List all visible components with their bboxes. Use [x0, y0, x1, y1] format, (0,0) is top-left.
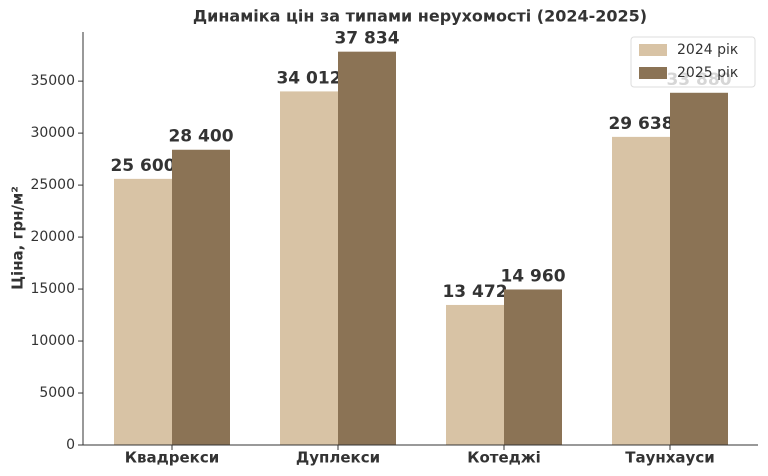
bar: [446, 304, 504, 445]
bar: [338, 51, 396, 445]
y-tick-label: 0: [66, 437, 75, 453]
value-label: 29 638: [608, 114, 673, 134]
value-label: 14 960: [500, 266, 565, 286]
bar: [280, 91, 338, 446]
bar: [670, 92, 728, 445]
value-label: 25 600: [110, 156, 175, 176]
y-tick-label: 10000: [30, 333, 75, 349]
x-tick-label: Котеджі: [467, 449, 541, 467]
bar: [172, 149, 230, 445]
value-label: 28 400: [168, 127, 233, 147]
value-label: 34 012: [276, 68, 341, 88]
y-tick-label: 30000: [30, 125, 75, 141]
bar: [612, 136, 670, 445]
y-tick-label: 15000: [30, 281, 75, 297]
y-tick-label: 5000: [39, 385, 75, 401]
bar: [114, 178, 172, 445]
y-axis-label: Ціна, грн/м²: [9, 186, 27, 290]
legend-label: 2025 рік: [677, 65, 738, 81]
legend-swatch: [639, 67, 667, 79]
x-tick-label: Таунхауси: [625, 449, 714, 467]
legend-label: 2024 рік: [677, 42, 738, 58]
chart-title: Динаміка цін за типами нерухомості (2024…: [193, 7, 647, 26]
bar: [504, 289, 562, 445]
value-label: 13 472: [442, 282, 507, 302]
y-tick-label: 25000: [30, 177, 75, 193]
legend-swatch: [639, 44, 667, 56]
value-label: 37 834: [334, 29, 399, 49]
y-tick-label: 35000: [30, 73, 75, 89]
x-tick-label: Дуплекси: [296, 449, 380, 467]
y-tick-label: 20000: [30, 229, 75, 245]
x-tick-label: Квадрекси: [125, 449, 219, 467]
